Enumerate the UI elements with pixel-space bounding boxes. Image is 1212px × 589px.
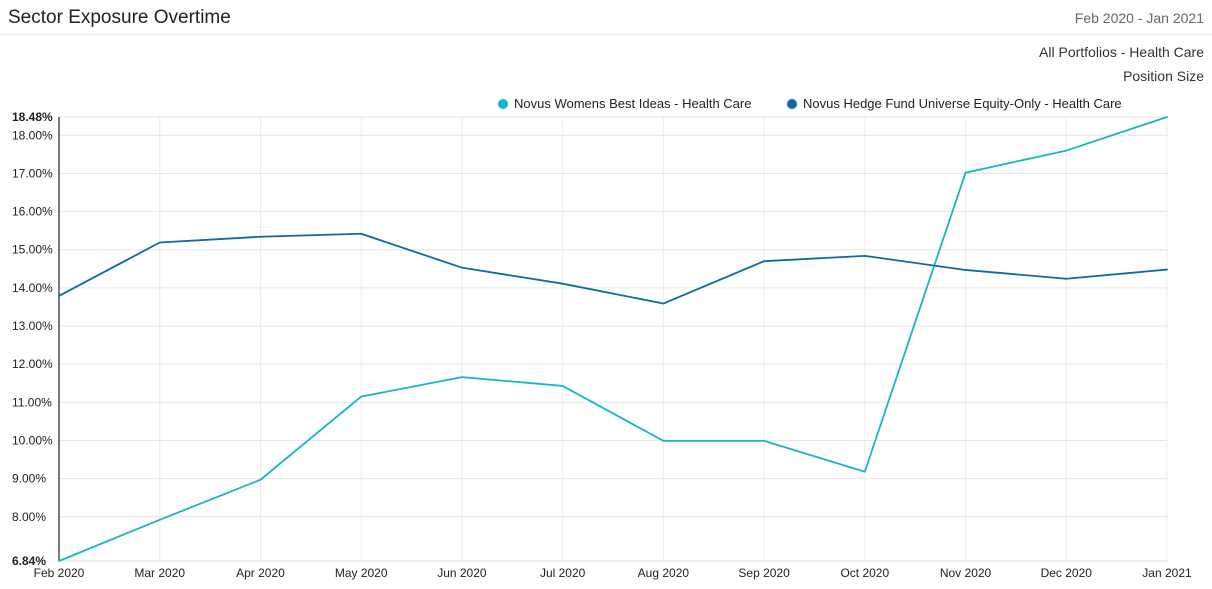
x-tick-label: May 2020 xyxy=(335,566,388,580)
x-tick-label: Jun 2020 xyxy=(437,566,487,580)
x-tick-label: Aug 2020 xyxy=(638,566,690,580)
legend-label: Novus Womens Best Ideas - Health Care xyxy=(514,96,752,111)
x-tick-label: Oct 2020 xyxy=(840,566,889,580)
x-tick-label: Jul 2020 xyxy=(540,566,586,580)
data-point[interactable] xyxy=(459,265,465,271)
x-tick-label: Feb 2020 xyxy=(34,566,85,580)
legend-dot-icon xyxy=(498,98,508,109)
x-tick-label: Nov 2020 xyxy=(940,566,992,580)
y-tick-label: 18.00% xyxy=(12,128,53,142)
x-tick-label: Mar 2020 xyxy=(134,566,185,580)
portfolio-subtitle: All Portfolios - Health Care xyxy=(1039,44,1204,60)
y-tick-label: 12.00% xyxy=(12,357,53,371)
y-tick-label: 6.84% xyxy=(12,554,46,568)
data-point[interactable] xyxy=(761,258,767,264)
x-tick-label: Jan 2021 xyxy=(1142,566,1192,580)
data-point[interactable] xyxy=(157,517,163,523)
data-point[interactable] xyxy=(1164,114,1170,120)
data-point[interactable] xyxy=(862,253,868,259)
chart-header: Sector Exposure Overtime Feb 2020 - Jan … xyxy=(0,0,1212,35)
metric-subtitle: Position Size xyxy=(1123,68,1204,84)
data-point[interactable] xyxy=(963,170,969,176)
legend-dot-icon xyxy=(787,98,797,109)
data-point[interactable] xyxy=(660,301,666,307)
date-range: Feb 2020 - Jan 2021 xyxy=(1074,10,1204,26)
data-point[interactable] xyxy=(358,231,364,237)
y-tick-label: 15.00% xyxy=(12,243,53,257)
data-point[interactable] xyxy=(257,234,263,240)
x-tick-label: Apr 2020 xyxy=(236,566,285,580)
y-tick-label: 11.00% xyxy=(12,395,52,409)
data-point[interactable] xyxy=(157,239,163,245)
legend-item-womens-best-ideas[interactable]: Novus Womens Best Ideas - Health Care xyxy=(498,96,751,111)
y-tick-label: 8.00% xyxy=(12,510,46,524)
chart-tick-labels: 6.84% 8.00% 9.00% 10.00% 11.00% 12.00% 13.00% 1… xyxy=(12,110,1192,580)
data-point[interactable] xyxy=(1063,276,1069,282)
y-tick-label: 9.00% xyxy=(12,472,46,486)
data-point[interactable] xyxy=(358,394,364,400)
chart-title: Sector Exposure Overtime xyxy=(8,7,231,28)
y-tick-label: 18.48% xyxy=(12,110,53,124)
data-point[interactable] xyxy=(56,293,62,299)
series-line-1[interactable] xyxy=(58,232,1168,305)
chart-series xyxy=(56,114,1170,564)
data-point[interactable] xyxy=(560,281,566,287)
data-point[interactable] xyxy=(56,558,62,564)
data-point[interactable] xyxy=(660,438,666,444)
data-point[interactable] xyxy=(862,469,868,475)
data-point[interactable] xyxy=(963,267,969,273)
y-tick-label: 14.00% xyxy=(12,281,53,295)
series-line-0[interactable] xyxy=(58,116,1168,562)
data-point[interactable] xyxy=(1063,148,1069,154)
data-point[interactable] xyxy=(459,374,465,380)
data-point[interactable] xyxy=(257,477,263,483)
y-tick-label: 16.00% xyxy=(12,205,53,219)
y-tick-label: 10.00% xyxy=(12,433,53,447)
y-tick-label: 13.00% xyxy=(12,319,53,333)
y-tick-label: 17.00% xyxy=(12,166,53,180)
data-point[interactable] xyxy=(761,438,767,444)
data-point[interactable] xyxy=(1164,267,1170,273)
x-tick-label: Dec 2020 xyxy=(1041,566,1093,580)
data-point[interactable] xyxy=(560,383,566,389)
chart-legend: Novus Womens Best Ideas - Health Care No… xyxy=(0,96,1212,114)
legend-label: Novus Hedge Fund Universe Equity-Only - … xyxy=(803,96,1122,111)
legend-item-hedge-fund-universe[interactable]: Novus Hedge Fund Universe Equity-Only - … xyxy=(787,96,1122,111)
x-tick-label: Sep 2020 xyxy=(738,566,790,580)
